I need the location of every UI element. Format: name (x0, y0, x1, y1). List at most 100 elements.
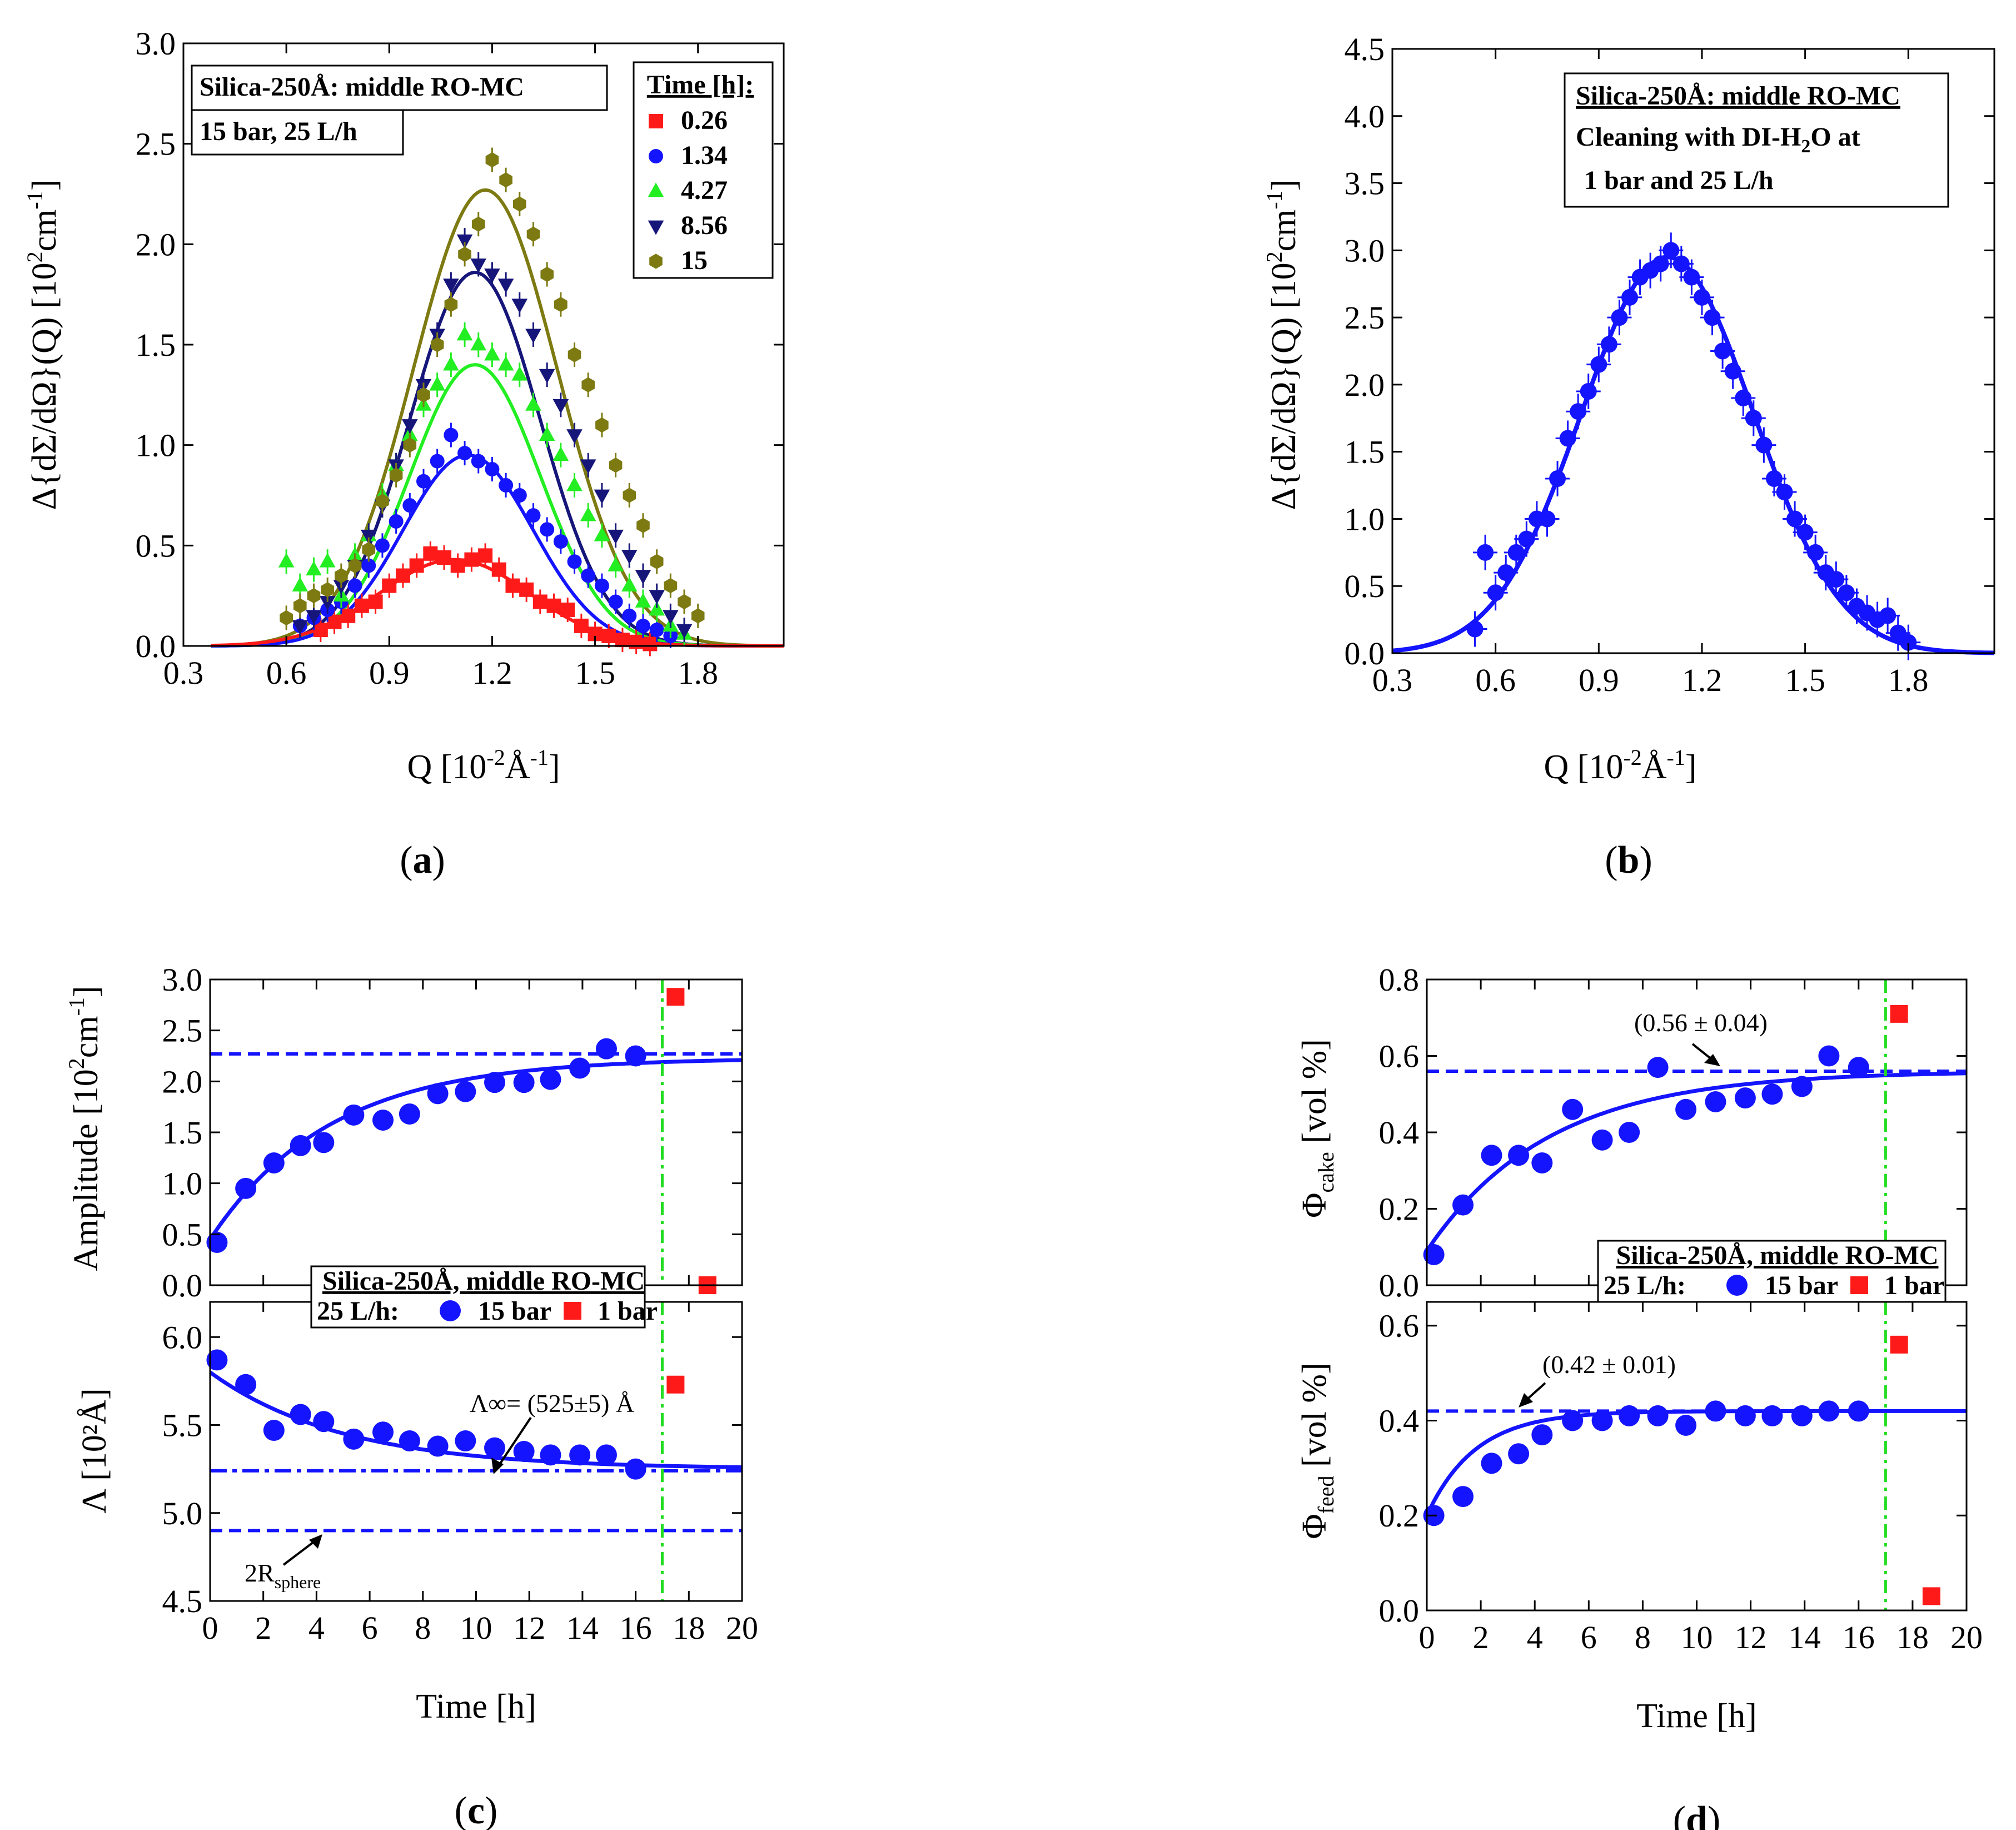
x-tick-label: 6 (362, 1610, 378, 1646)
point-1bar (1922, 1587, 1940, 1605)
data-point-1.34 (526, 508, 541, 523)
point-15bar (263, 1420, 285, 1441)
point-15bar (1481, 1145, 1502, 1166)
data-point-8.56 (484, 268, 500, 284)
legend-title: Silica-250Å, middle RO-MC (1616, 1241, 1939, 1270)
x-tick-label: 0.9 (1579, 662, 1619, 698)
data-point-0.26 (437, 550, 452, 565)
x-tick-label: 20 (726, 1610, 758, 1646)
data-point-4.27 (621, 577, 638, 591)
point-15bar (1452, 1194, 1474, 1216)
data-point-8.56 (360, 529, 377, 544)
x-tick-label: 2 (1473, 1619, 1489, 1655)
y-tick-label: 0.6 (1379, 1038, 1420, 1075)
point-15bar (372, 1421, 394, 1443)
data-point-1.34 (499, 478, 514, 493)
point-15bar (1818, 1400, 1840, 1422)
data-point (1539, 510, 1556, 528)
caption-a: (a) (400, 839, 445, 882)
data-point-0.26 (395, 568, 410, 583)
data-point-15 (280, 610, 293, 626)
x-tick-label: 18 (673, 1610, 705, 1646)
data-point-15 (458, 246, 471, 262)
data-point-15 (321, 582, 334, 598)
point-15bar (595, 1038, 617, 1060)
annotation-lambda-inf: Λ∞= (525±5) Å (470, 1389, 634, 1418)
info-box-1-text: Silica-250Å: middle RO-MC (200, 72, 524, 102)
legend-label-0.26: 0.26 (681, 106, 728, 135)
info-box-line-3: 1 bar and 25 L/h (1584, 166, 1774, 195)
data-point-0.26 (354, 598, 369, 613)
point-15bar (540, 1068, 561, 1090)
point-15bar (484, 1437, 505, 1459)
point-15bar (1508, 1443, 1530, 1465)
data-point-15 (678, 594, 691, 610)
point-15bar (455, 1081, 476, 1102)
point-15bar (1818, 1045, 1840, 1067)
data-point (1735, 390, 1752, 407)
x-tick-label: 20 (1950, 1619, 1983, 1655)
x-axis-label: Q [10-2Å-1] (407, 745, 560, 786)
data-point-1.34 (361, 558, 376, 573)
data-point-4.27 (608, 556, 624, 571)
legend (1597, 1240, 1947, 1303)
x-tick-label: 16 (1843, 1619, 1875, 1655)
arrow-head (1519, 1393, 1533, 1408)
y-tick-label: 2.0 (1345, 367, 1385, 403)
data-point-8.56 (306, 610, 322, 625)
legend-marker-1bar (564, 1302, 581, 1320)
point-15bar (343, 1104, 365, 1126)
data-point (1776, 484, 1793, 501)
y-tick-label: 0.0 (162, 1267, 203, 1304)
y-tick-label: 1.0 (136, 427, 176, 464)
data-point-8.56 (635, 570, 651, 585)
point-1bar (666, 1375, 685, 1394)
x-tick-label: 8 (415, 1610, 431, 1646)
data-point-8.56 (511, 299, 528, 314)
caption-d: (d) (1673, 1799, 1721, 1830)
data-point-15 (568, 347, 581, 362)
point-15bar (313, 1132, 335, 1153)
data-point-0.26 (519, 582, 534, 597)
data-point-15 (335, 568, 348, 584)
legend-label-4.27: 4.27 (681, 176, 728, 205)
point-15bar (1423, 1244, 1445, 1265)
data-point-0.26 (629, 634, 644, 649)
y-tick-label: 3.0 (1345, 232, 1385, 268)
data-point-1.34 (347, 578, 362, 593)
data-point-1.34 (402, 498, 417, 513)
data-point (1477, 544, 1494, 561)
data-point-8.56 (552, 399, 569, 414)
data-point-15 (471, 216, 485, 232)
point-15bar (455, 1430, 476, 1452)
point-15bar (1481, 1453, 1502, 1474)
data-point-0.26 (409, 558, 424, 573)
y-tick-label: 1.0 (162, 1166, 203, 1202)
point-15bar (1705, 1091, 1726, 1112)
y-tick-label: 0.5 (1345, 568, 1385, 604)
y-tick-label: 5.0 (162, 1495, 203, 1531)
data-point-1.34 (622, 608, 637, 623)
data-point (1765, 470, 1783, 487)
point-15bar (1761, 1083, 1783, 1105)
data-point-15 (554, 297, 568, 312)
x-tick-label: 2 (255, 1610, 271, 1646)
point-15bar (1761, 1405, 1783, 1426)
data-point-0.26 (560, 602, 575, 617)
annotation-arrow (496, 1416, 532, 1469)
data-point (1652, 255, 1669, 272)
point-15bar (1675, 1415, 1697, 1436)
data-point (1745, 410, 1762, 427)
data-point-4.27 (484, 346, 500, 361)
data-point-0.26 (643, 636, 658, 652)
data-point-15 (444, 297, 458, 312)
data-point-0.26 (327, 614, 342, 629)
legend-marker-15bar (1726, 1275, 1748, 1296)
point-15bar (313, 1411, 335, 1433)
x-tick-label: 16 (620, 1610, 652, 1646)
info-box-1 (191, 64, 608, 111)
x-tick-label: 14 (1789, 1619, 1821, 1655)
data-point (1693, 289, 1710, 306)
panel-c: 0.0 0.5 1.0 1.5 2.0 2.5 3.0 0 2 4 6 8 10 12 14 16 18 20 4.… (64, 962, 758, 1725)
data-point-1.34 (416, 474, 431, 489)
